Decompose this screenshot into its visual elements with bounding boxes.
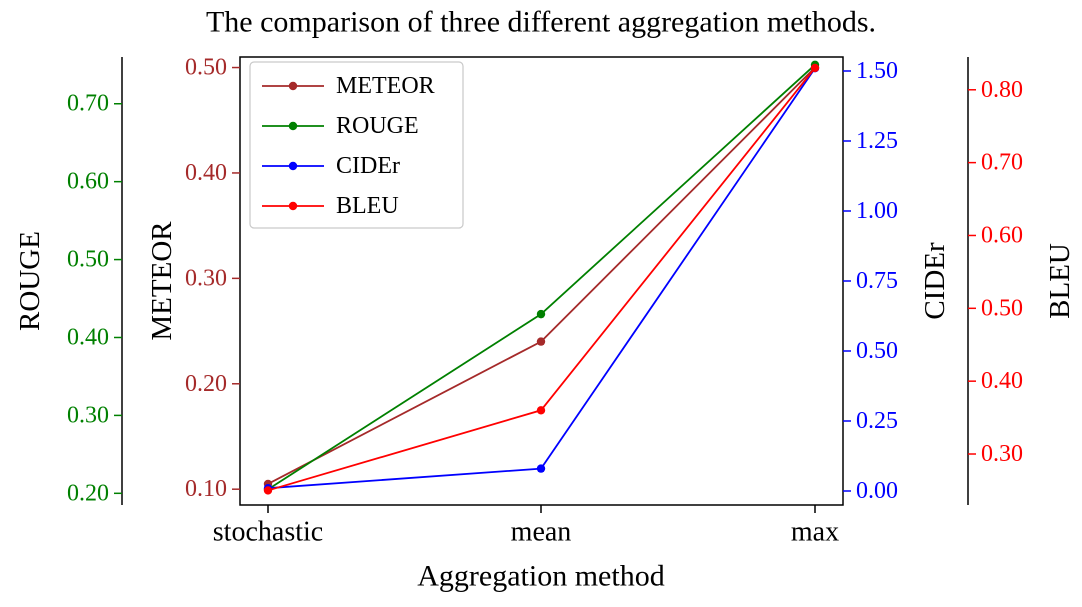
plot-spines — [121, 56, 969, 506]
tick-label: 0.20 — [185, 371, 227, 397]
x-axis-ticks: stochastic mean max — [213, 505, 839, 548]
legend-marker — [288, 81, 298, 91]
legend-marker — [288, 121, 298, 131]
tick-label: 0.60 — [981, 222, 1023, 248]
tick-label: 0.30 — [981, 441, 1023, 467]
data-point-meteor — [536, 337, 546, 346]
legend-label: CIDEr — [336, 153, 400, 179]
legend: METEOR ROUGE CIDEr BLEU — [249, 61, 464, 229]
legend-label: METEOR — [336, 73, 435, 99]
tick-label: 1.50 — [856, 58, 898, 84]
y-axis-title-bleu: BLEU — [1044, 243, 1076, 319]
y-axes-ticks: 0.20 0.30 0.40 0.50 0.60 0.70 0.10 0.20 0.30 0.40… — [67, 55, 1023, 507]
legend-label: ROUGE — [336, 113, 419, 139]
tick-label: 0.50 — [856, 338, 898, 364]
y-axis-title-cider: CIDEr — [919, 242, 951, 320]
legend-marker — [288, 201, 298, 211]
tick-label: 0.40 — [185, 160, 227, 186]
tick-label: 0.10 — [185, 476, 227, 502]
tick-label: 1.25 — [856, 128, 898, 154]
tick-label: 0.20 — [67, 480, 109, 506]
x-tick-label: max — [791, 517, 839, 548]
tick-label: 0.40 — [67, 324, 109, 350]
y-axis-title-meteor: METEOR — [146, 221, 178, 341]
data-point-rouge — [536, 309, 546, 319]
tick-label: 0.70 — [67, 91, 109, 117]
tick-label: 0.30 — [67, 402, 109, 428]
tick-label: 0.25 — [856, 408, 898, 434]
tick-label: 0.50 — [981, 295, 1023, 321]
tick-label: 0.70 — [981, 150, 1023, 176]
tick-label: 0.50 — [185, 55, 227, 81]
chart-title: The comparison of three different aggreg… — [206, 6, 876, 39]
x-tick-label: mean — [511, 517, 572, 548]
legend-box — [249, 61, 464, 229]
tick-label: 0.00 — [856, 478, 898, 504]
tick-label: 0.75 — [856, 268, 898, 294]
x-axis-title: Aggregation method — [417, 560, 664, 593]
series-lines — [263, 60, 820, 495]
y-axis-title-rouge: ROUGE — [14, 231, 46, 331]
data-point-bleu — [810, 63, 820, 73]
legend-label: BLEU — [336, 193, 399, 219]
data-point-cider — [536, 464, 546, 473]
tick-label: 0.30 — [185, 265, 227, 291]
tick-label: 1.00 — [856, 198, 898, 224]
tick-label: 0.40 — [981, 368, 1023, 394]
legend-marker — [288, 161, 298, 171]
tick-label: 0.50 — [67, 247, 109, 273]
tick-label: 0.80 — [981, 77, 1023, 103]
tick-label: 0.60 — [67, 169, 109, 195]
x-tick-label: stochastic — [213, 517, 323, 548]
data-point-bleu — [263, 486, 273, 495]
data-point-bleu — [536, 406, 546, 415]
